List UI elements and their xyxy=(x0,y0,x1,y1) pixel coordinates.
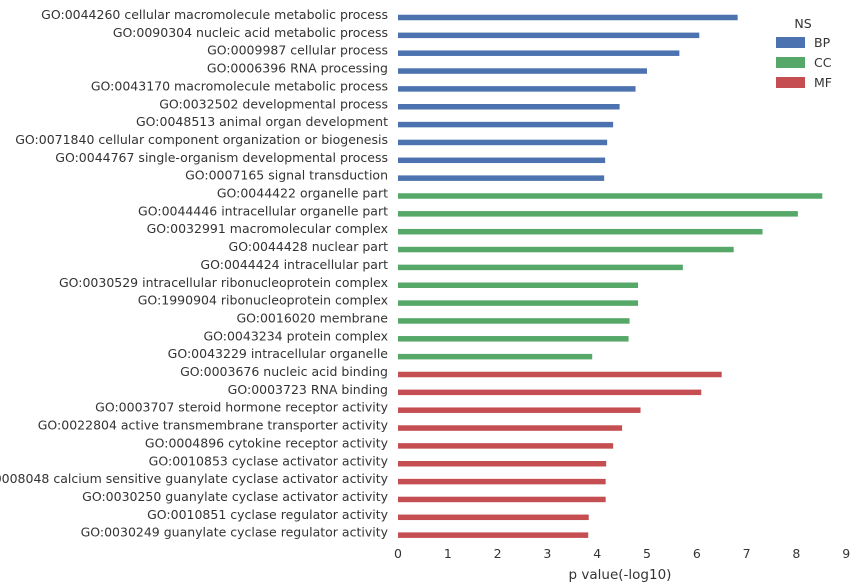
category-label: GO:0009987 cellular process xyxy=(207,43,388,58)
category-label: GO:0008048 calcium sensitive guanylate c… xyxy=(0,471,389,486)
bar-17 xyxy=(398,300,639,306)
category-label: GO:0007165 signal transduction xyxy=(185,168,388,183)
bar-21 xyxy=(398,371,722,378)
legend-label-mf: MF xyxy=(814,75,832,90)
category-label: GO:0022804 active transmembrane transpor… xyxy=(38,418,389,433)
bar-5 xyxy=(398,86,636,92)
bar-23 xyxy=(398,407,641,413)
category-label: GO:0003723 RNA binding xyxy=(228,382,388,397)
bar-24 xyxy=(398,425,623,431)
category-label: GO:0044767 single-organism developmental… xyxy=(55,150,388,165)
bar-29 xyxy=(398,514,589,521)
legend-title: NS xyxy=(794,16,811,31)
category-label: GO:0071840 cellular component organizati… xyxy=(15,132,388,147)
category-label: GO:0043170 macromolecule metabolic proce… xyxy=(91,78,388,93)
category-label: GO:0044260 cellular macromolecule metabo… xyxy=(41,7,388,22)
bar-22 xyxy=(398,389,702,396)
category-label: GO:0030529 intracellular ribonucleoprote… xyxy=(59,275,388,290)
x-tick-label: 7 xyxy=(743,546,751,561)
x-tick-label: 1 xyxy=(444,546,452,561)
legend-label-cc: CC xyxy=(814,55,832,70)
category-label: GO:0030249 guanylate cyclase regulator a… xyxy=(81,525,389,540)
category-label: GO:0044446 intracellular organelle part xyxy=(138,203,388,218)
x-tick-label: 2 xyxy=(494,546,502,561)
bar-6 xyxy=(398,104,620,110)
bar-19 xyxy=(398,336,629,342)
category-label: GO:0044428 nuclear part xyxy=(229,239,389,254)
bar-4 xyxy=(398,68,647,74)
legend-label-bp: BP xyxy=(814,35,831,50)
bar-7 xyxy=(398,121,614,128)
category-label: GO:0016020 membrane xyxy=(236,310,388,325)
bars-group xyxy=(398,14,823,538)
bar-15 xyxy=(398,264,683,271)
bar-16 xyxy=(398,282,639,288)
legend: NS BP CC MF xyxy=(776,16,832,90)
bar-18 xyxy=(398,318,630,324)
bar-30 xyxy=(398,532,589,538)
bar-20 xyxy=(398,353,593,360)
bar-26 xyxy=(398,461,607,467)
bar-3 xyxy=(398,50,680,56)
legend-swatch-cc xyxy=(776,57,805,68)
category-label: GO:0048513 animal organ development xyxy=(136,114,388,129)
category-label: GO:0010853 cyclase activator activity xyxy=(149,453,389,468)
bar-12 xyxy=(398,211,798,217)
bar-13 xyxy=(398,228,763,235)
category-label: GO:0006396 RNA processing xyxy=(207,61,388,76)
x-tick-label: 4 xyxy=(593,546,601,561)
x-axis-title: p value(-log10) xyxy=(569,567,672,583)
bar-9 xyxy=(398,157,606,164)
bar-11 xyxy=(398,193,823,199)
category-label: GO:0043229 intracellular organelle xyxy=(168,346,389,361)
bar-25 xyxy=(398,443,614,449)
category-label: GO:0043234 protein complex xyxy=(203,328,388,343)
legend-entries: BP CC MF xyxy=(776,35,832,90)
category-label: GO:0004896 cytokine receptor activity xyxy=(145,435,389,450)
bar-8 xyxy=(398,139,608,146)
bar-28 xyxy=(398,496,606,503)
category-label: GO:0044422 organelle part xyxy=(217,186,388,201)
category-label: GO:0032991 macromolecular complex xyxy=(147,221,388,236)
bar-27 xyxy=(398,478,606,485)
bar-10 xyxy=(398,175,605,181)
category-label: GO:0044424 intracellular part xyxy=(200,257,388,272)
bar-2 xyxy=(398,32,700,39)
category-label: GO:0032502 developmental process xyxy=(159,96,388,111)
category-label: GO:0010851 cyclase regulator activity xyxy=(147,507,388,522)
x-tick-labels-group: 0 1 2 3 4 5 6 7 8 9 xyxy=(394,546,850,561)
bar-1 xyxy=(398,14,738,21)
bar-14 xyxy=(398,246,734,253)
x-tick-label: 0 xyxy=(394,546,402,561)
category-label: GO:0030250 guanylate cyclase activator a… xyxy=(82,489,388,504)
category-labels-group: GO:0044260 cellular macromolecule metabo… xyxy=(0,7,389,540)
x-tick-label: 9 xyxy=(842,546,850,561)
legend-swatch-mf xyxy=(776,77,805,88)
legend-swatch-bp xyxy=(776,37,805,48)
category-label: GO:1990904 ribonucleoprotein complex xyxy=(138,293,388,308)
category-label: GO:0003707 steroid hormone receptor acti… xyxy=(95,400,388,415)
category-label: GO:0003676 nucleic acid binding xyxy=(180,364,388,379)
x-tick-label: 6 xyxy=(693,546,701,561)
x-tick-label: 5 xyxy=(643,546,651,561)
category-label: GO:0090304 nucleic acid metabolic proces… xyxy=(113,25,388,40)
x-tick-label: 8 xyxy=(792,546,800,561)
x-tick-label: 3 xyxy=(543,546,551,561)
